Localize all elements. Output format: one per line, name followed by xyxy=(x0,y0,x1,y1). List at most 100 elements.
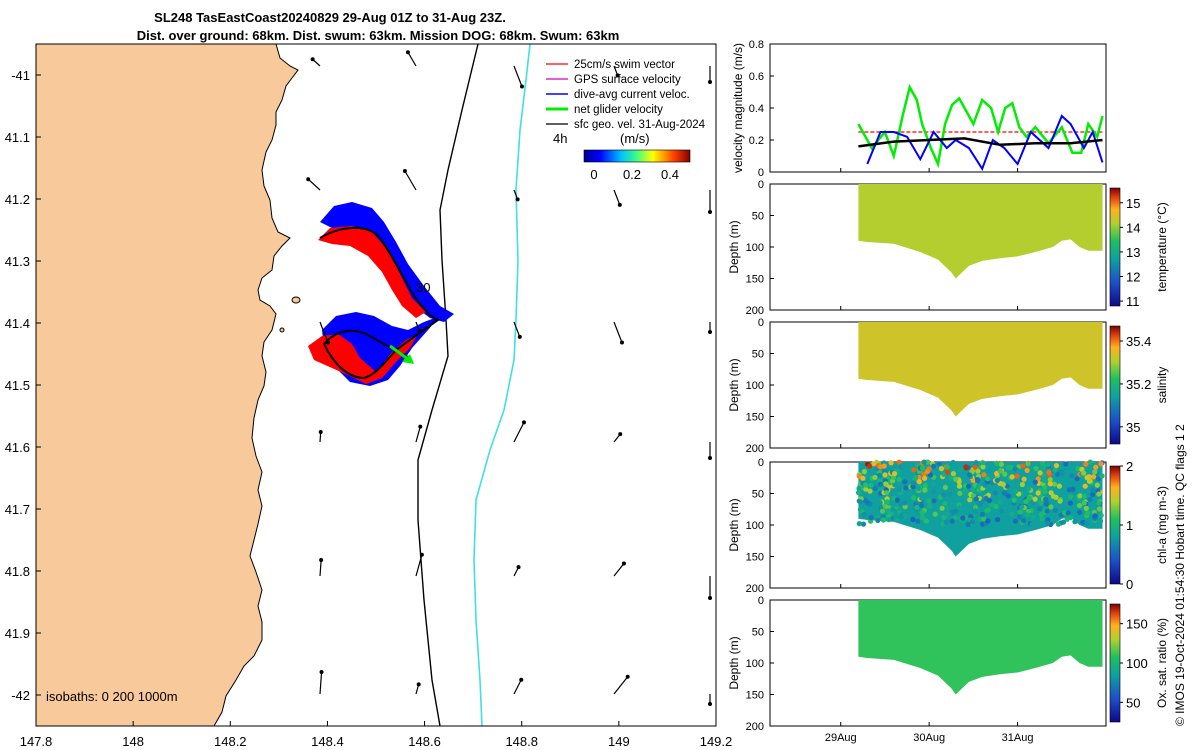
chl-sample xyxy=(931,489,937,495)
sfc-geo-arrowhead xyxy=(515,197,520,202)
island xyxy=(291,296,301,304)
chl-sample xyxy=(872,474,878,480)
chl-sample xyxy=(941,514,947,521)
chl-sample xyxy=(993,503,999,510)
chl-sample xyxy=(923,518,929,524)
chl-sample xyxy=(918,502,925,509)
colorbar-label: chl-a (mg m-3) xyxy=(1155,486,1169,564)
sfc-geo-arrow xyxy=(513,422,525,443)
chl-sample xyxy=(868,482,874,488)
chl-sample xyxy=(875,517,881,524)
chl-sample xyxy=(1081,470,1087,476)
chl-sample xyxy=(877,500,883,506)
chl-sample xyxy=(1096,500,1102,506)
y-tick-label: 41.6 xyxy=(5,440,30,455)
time-tick-label: 29Aug xyxy=(825,732,857,744)
isobath-1000m xyxy=(473,44,531,726)
chl-sample xyxy=(1067,515,1074,521)
y-tick-label: 41.8 xyxy=(5,564,30,579)
sfc-geo-arrowhead xyxy=(405,50,410,55)
chl-sample xyxy=(1065,510,1071,516)
chl-sample xyxy=(856,485,862,491)
section-fill xyxy=(858,184,1103,279)
sfc-geo-arrowhead xyxy=(708,210,713,214)
sfc-geo-arrowhead xyxy=(418,424,423,429)
chl-sample xyxy=(1029,521,1035,527)
chl-sample xyxy=(1025,461,1031,467)
vel-y-tick-label: 0.4 xyxy=(749,103,764,115)
chl-sample xyxy=(943,519,949,525)
sfc-geo-arrow xyxy=(404,170,417,191)
depth-tick-label: 0 xyxy=(758,317,764,329)
x-tick-label: 149 xyxy=(608,734,630,749)
colorbar-tick-label: 35 xyxy=(1126,420,1140,435)
island xyxy=(279,327,285,333)
chl-sample xyxy=(1068,494,1074,500)
chl-sample xyxy=(1052,507,1058,513)
chl-sample xyxy=(857,499,863,505)
chl-sample xyxy=(1018,504,1025,510)
chl-sample xyxy=(867,488,873,494)
section-colorbar xyxy=(1109,187,1121,307)
chl-sample xyxy=(888,460,894,466)
x-tick-label: 147.8 xyxy=(20,734,53,749)
time-tick-label: 31Aug xyxy=(1002,732,1034,744)
colorbar-tick-label: 0 xyxy=(1126,577,1133,592)
chl-sample xyxy=(950,471,957,477)
sfc-geo-arrowhead xyxy=(306,177,311,182)
chl-sample xyxy=(867,463,873,469)
chl-sample xyxy=(892,482,898,488)
sfc-geo-arrowhead xyxy=(708,702,713,706)
depth-ylabel: Depth (m) xyxy=(727,498,741,551)
chl-sample xyxy=(856,521,862,527)
sfc-geo-arrow xyxy=(613,189,621,206)
chl-sample xyxy=(1081,500,1087,506)
y-tick-label: 41.1 xyxy=(5,130,30,145)
x-tick-label: 148.8 xyxy=(505,734,538,749)
colorbar-label: salinity xyxy=(1155,367,1169,404)
colorbar-tick-label: 13 xyxy=(1126,245,1140,260)
chl-sample xyxy=(919,514,926,521)
depth-tick-label: 200 xyxy=(746,721,764,733)
depth-tick-label: 150 xyxy=(746,412,764,424)
chl-sample xyxy=(893,501,899,507)
map-x-ticks: 147.8 148 148.2 148.4 148.6 148.8 149 149.2 xyxy=(20,721,732,749)
chl-sample xyxy=(975,477,981,484)
chl-sample xyxy=(1040,461,1046,467)
chl-sample xyxy=(975,468,981,474)
chl-sample xyxy=(896,459,902,465)
sfc-geo-arrow xyxy=(613,676,629,695)
chl-sample xyxy=(979,511,986,517)
chl-sample xyxy=(1098,461,1104,467)
chl-sample xyxy=(949,518,955,524)
label-4h: 4h xyxy=(553,131,567,146)
chl-sample xyxy=(997,499,1003,505)
chl-sample xyxy=(988,502,994,508)
chl-sample xyxy=(931,498,937,504)
chl-sample xyxy=(965,521,971,528)
depth-tick-label: 50 xyxy=(752,489,764,501)
section-colorbar xyxy=(1109,603,1121,723)
chl-sample xyxy=(1021,517,1027,524)
chl-sample xyxy=(1070,486,1076,492)
chl-sample xyxy=(1032,496,1038,502)
chl-sample xyxy=(1033,465,1039,472)
legend-entry: sfc geo. vel. 31-Aug-2024 xyxy=(574,119,706,131)
section-fill xyxy=(858,322,1103,417)
y-tick-label: 41.3 xyxy=(5,254,30,269)
colorbar-tick-label: 100 xyxy=(1126,656,1148,671)
chl-sample xyxy=(1038,500,1044,506)
chl-sample xyxy=(922,475,928,481)
y-tick-label: 41.5 xyxy=(5,378,30,393)
imos-side-note: © IMOS 19-Oct-2024 01:54:30 Hobart time.… xyxy=(1173,424,1187,726)
chl-sample xyxy=(1030,514,1036,520)
chl-sample xyxy=(1012,466,1018,472)
chl-sample xyxy=(1011,497,1017,503)
chl-sample xyxy=(919,495,925,501)
chl-sample xyxy=(883,481,889,487)
chl-sample xyxy=(1084,520,1090,526)
chl-sample xyxy=(985,476,991,482)
depth-tick-label: 150 xyxy=(746,274,764,286)
sfc-geo-arrowhead xyxy=(519,84,524,89)
map-y-ticks: -41 41.1 41.2 41.3 41.4 41.5 41.6 41.7 41.8 41.9 -… xyxy=(5,68,41,703)
